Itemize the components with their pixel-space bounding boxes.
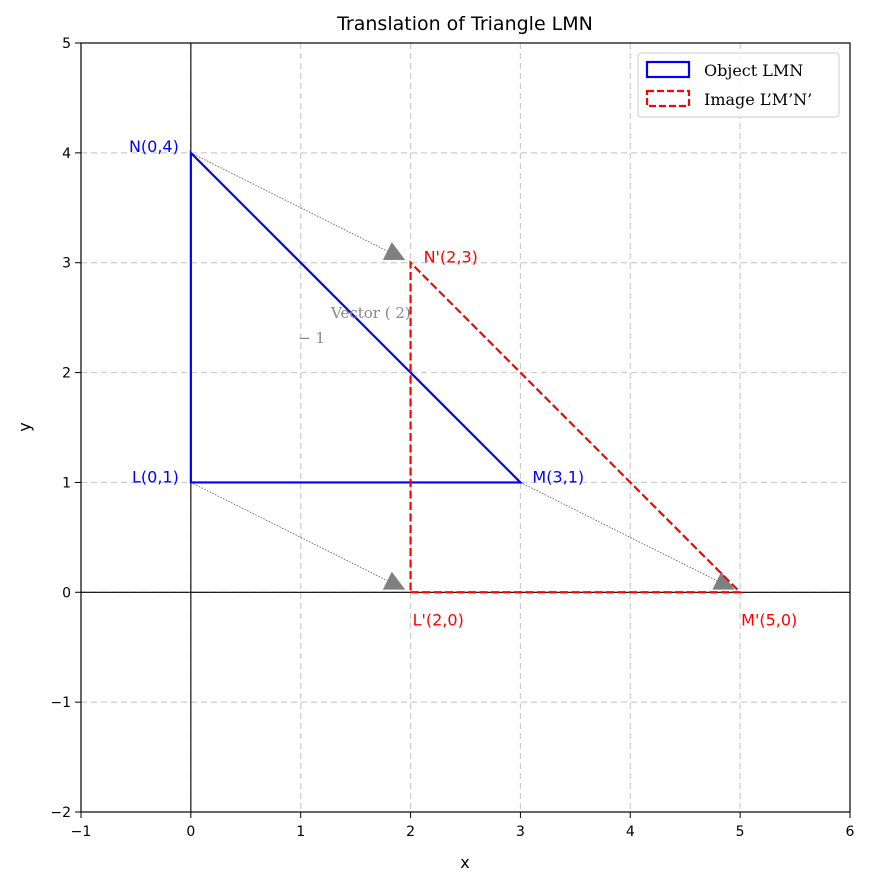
image-triangle <box>409 260 743 594</box>
y-tick-label: 4 <box>62 146 71 162</box>
point-labels: L(0,1) M(3,1) N(0,4) L'(2,0) M'(5,0) N'(2,3) <box>129 137 797 629</box>
x-tick-label: −1 <box>71 824 92 840</box>
translation-arrow-head <box>382 571 406 590</box>
object-triangle <box>189 150 524 484</box>
translation-arrows <box>190 152 735 590</box>
x-axis-label: x <box>460 853 469 872</box>
legend: Object LMN Image L’M’N’ <box>637 52 840 118</box>
y-axis-label: y <box>15 422 34 431</box>
series <box>189 150 743 594</box>
y-tick-label: −1 <box>50 695 71 711</box>
translation-arrow-line <box>190 482 388 582</box>
x-tick-label: 5 <box>736 824 745 840</box>
x-tick-label: 4 <box>626 824 635 840</box>
x-tick-label: 1 <box>296 824 305 840</box>
y-tick-label: 2 <box>62 366 71 382</box>
annotation-vector-lower: − 1 <box>298 329 325 347</box>
chart-title: Translation of Triangle LMN <box>336 13 593 35</box>
vertex-label: N(0,4) <box>129 137 179 156</box>
plot-frame <box>80 42 851 813</box>
x-tick-label: 6 <box>846 824 855 840</box>
vertex-label: M(3,1) <box>532 467 584 486</box>
y-tick-label: 3 <box>62 256 71 272</box>
legend-label-object: Object LMN <box>704 61 803 80</box>
x-tick-label: 2 <box>406 824 415 840</box>
vertex-label: L(0,1) <box>132 467 179 486</box>
legend-label-image: Image L’M’N’ <box>704 90 812 109</box>
y-tick-label: 5 <box>62 36 71 52</box>
translation-arrow-head <box>712 571 735 590</box>
y-tick-label: −2 <box>50 805 71 821</box>
y-tick-label: 0 <box>62 585 71 601</box>
vertex-label: N'(2,3) <box>424 248 478 267</box>
x-tick-label: 3 <box>516 824 525 840</box>
legend-swatch-object <box>645 60 691 79</box>
vertex-label: M'(5,0) <box>741 610 797 629</box>
translation-arrow-line <box>190 152 388 252</box>
x-tick-label: 0 <box>186 824 195 840</box>
y-tick-label: 1 <box>62 475 71 491</box>
legend-swatch-image <box>645 89 691 108</box>
translation-arrow-line <box>520 482 718 582</box>
vertex-label: L'(2,0) <box>413 610 464 629</box>
annotation-vector: Vector ( 2) <box>330 304 411 322</box>
translation-arrow-head <box>382 242 406 261</box>
